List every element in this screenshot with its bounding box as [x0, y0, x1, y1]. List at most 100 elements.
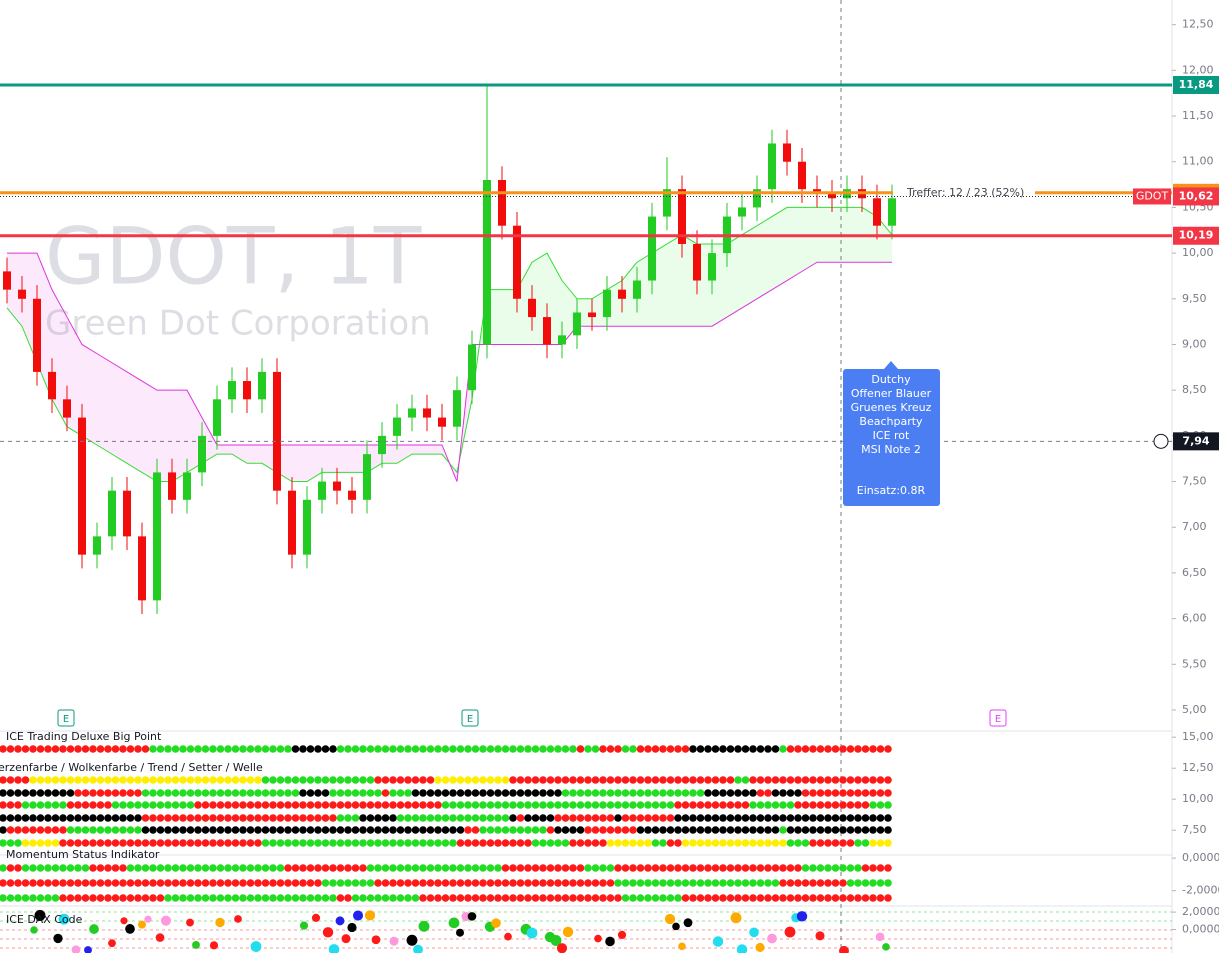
status-dot	[351, 894, 360, 902]
status-dot	[201, 776, 210, 784]
status-dot	[239, 826, 247, 834]
status-dot	[216, 839, 225, 847]
status-dot	[321, 745, 330, 753]
status-dot	[291, 789, 300, 797]
candle-body	[573, 312, 581, 336]
cloud-line	[7, 252, 892, 482]
status-dot	[516, 776, 525, 784]
status-dot	[284, 801, 292, 809]
status-dot	[201, 801, 210, 809]
status-dot	[801, 839, 810, 847]
status-dot	[591, 814, 600, 822]
status-dot	[786, 894, 795, 902]
status-dot	[59, 801, 67, 809]
status-dot	[284, 864, 292, 872]
code-dot	[418, 920, 430, 932]
candle-body	[888, 198, 896, 226]
candle-body	[738, 207, 746, 217]
status-dot	[359, 839, 367, 847]
status-dot	[0, 894, 7, 902]
status-dot	[764, 826, 772, 834]
code-dot	[749, 927, 759, 938]
status-dot	[134, 894, 142, 902]
status-dot	[374, 879, 382, 887]
code-dot	[34, 909, 46, 921]
status-dot	[74, 801, 82, 809]
status-dot	[0, 789, 7, 797]
status-dot	[351, 864, 360, 872]
status-dot	[524, 839, 532, 847]
status-dot	[126, 894, 135, 902]
status-dot	[786, 814, 795, 822]
status-dot	[449, 826, 457, 834]
status-dot	[651, 864, 660, 872]
status-dot	[554, 776, 562, 784]
status-dot	[44, 894, 52, 902]
status-dot	[576, 814, 585, 822]
status-dot	[194, 801, 202, 809]
status-dot	[809, 864, 817, 872]
status-dot	[291, 879, 300, 887]
cloud-fill	[787, 207, 802, 281]
status-dot	[846, 879, 855, 887]
status-dot	[726, 789, 735, 797]
status-dot	[464, 864, 472, 872]
status-dot	[599, 839, 607, 847]
status-dot	[246, 826, 255, 834]
status-dot	[509, 776, 517, 784]
status-dot	[389, 789, 397, 797]
status-dot	[344, 864, 352, 872]
status-dot	[224, 745, 232, 753]
status-dot	[794, 894, 802, 902]
status-dot	[419, 814, 427, 822]
status-dot	[396, 826, 405, 834]
status-dot	[44, 879, 52, 887]
status-dot	[441, 814, 450, 822]
status-dot	[209, 879, 217, 887]
status-dot	[224, 879, 232, 887]
status-dot	[464, 745, 472, 753]
status-dot	[689, 894, 697, 902]
candle-body	[483, 180, 491, 345]
status-dot	[389, 776, 397, 784]
status-dot	[516, 864, 525, 872]
candle-body	[78, 417, 86, 555]
status-dot	[216, 776, 225, 784]
status-dot	[861, 864, 870, 872]
status-dot	[276, 745, 285, 753]
status-dot	[89, 864, 97, 872]
cloud-fill	[727, 234, 742, 318]
status-dot	[366, 826, 375, 834]
y-tick-label: 8,50	[1182, 383, 1207, 396]
status-dot	[269, 814, 277, 822]
status-dot	[81, 745, 90, 753]
status-dot	[569, 745, 577, 753]
status-dot	[524, 826, 532, 834]
status-dot	[831, 776, 840, 784]
status-dot	[366, 839, 375, 847]
status-dot	[621, 879, 630, 887]
status-dot	[51, 826, 60, 834]
status-dot	[306, 894, 315, 902]
status-dot	[764, 879, 772, 887]
status-dot	[771, 814, 780, 822]
status-dot	[336, 839, 345, 847]
candle-body	[528, 298, 536, 318]
status-dot	[704, 839, 712, 847]
status-dot	[269, 745, 277, 753]
status-dot	[306, 789, 315, 797]
y-tick-label: 7,00	[1182, 520, 1207, 533]
tooltip-line: MSI Note 2	[861, 443, 921, 456]
status-dot	[201, 864, 210, 872]
status-dot	[359, 776, 367, 784]
status-dot	[501, 814, 510, 822]
status-dot	[584, 745, 592, 753]
status-dot	[831, 839, 840, 847]
status-dot	[14, 789, 22, 797]
status-dot	[449, 894, 457, 902]
status-dot	[824, 745, 832, 753]
status-dot	[494, 801, 502, 809]
status-dot	[876, 864, 885, 872]
status-dot	[44, 814, 52, 822]
code-dot	[108, 939, 116, 948]
